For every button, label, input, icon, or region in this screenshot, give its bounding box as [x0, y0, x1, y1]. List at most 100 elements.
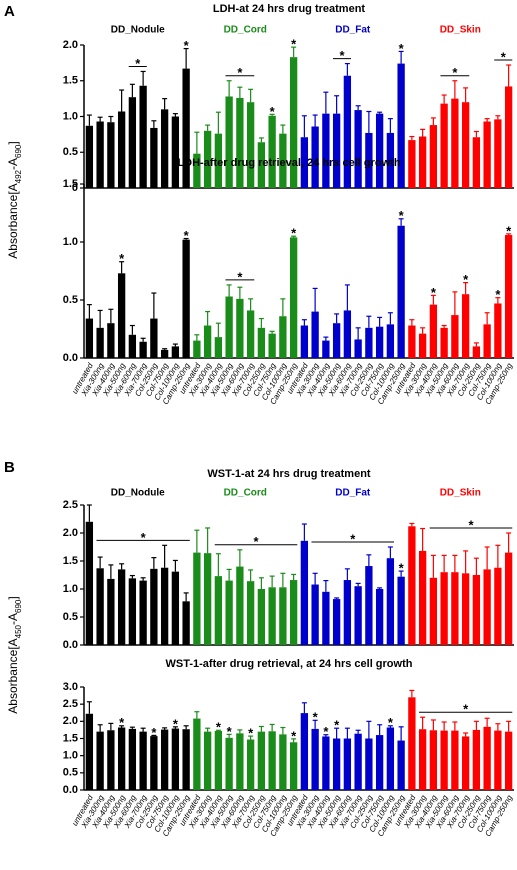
bar — [160, 349, 169, 358]
y-tick-label: 0.5 — [63, 611, 78, 623]
bar — [332, 599, 341, 645]
bar — [354, 339, 362, 358]
bar — [408, 697, 416, 790]
bar — [322, 113, 330, 188]
bar — [193, 718, 201, 790]
bar — [440, 572, 448, 645]
bar — [139, 341, 147, 358]
bar — [139, 580, 147, 645]
bar — [268, 731, 276, 790]
bar — [289, 742, 298, 790]
bar — [96, 731, 104, 790]
bar — [193, 552, 201, 645]
y-tick-label: 1.0 — [63, 236, 78, 248]
bar — [408, 526, 416, 645]
group-label: DD_Nodule — [111, 488, 165, 499]
bar — [429, 304, 438, 358]
bar — [365, 132, 373, 188]
significance-star: * — [468, 517, 474, 532]
y-axis-label-part: 690 — [14, 144, 23, 158]
bar — [408, 140, 416, 188]
bar — [225, 296, 233, 358]
bar — [386, 132, 395, 188]
bar — [107, 730, 115, 790]
bar — [440, 730, 448, 790]
y-axis-label: Absorbance[A492-A690] — [6, 141, 22, 258]
bar — [386, 727, 395, 790]
y-axis-label-part: Absorbance[A — [6, 638, 20, 713]
significance-star: * — [463, 272, 469, 287]
significance-star: * — [506, 223, 512, 238]
bar — [182, 601, 190, 645]
chart-title: WST-1-at 24 hrs drug treatment — [207, 468, 371, 480]
group-label: DD_Cord — [224, 25, 267, 36]
bar — [214, 730, 223, 790]
bar — [322, 591, 330, 645]
bar — [451, 315, 459, 358]
bar — [429, 125, 438, 188]
group-label: DD_Skin — [440, 25, 481, 36]
bar — [117, 111, 126, 188]
bar — [236, 566, 244, 645]
significance-star: * — [184, 38, 190, 53]
bar — [408, 325, 416, 358]
bar — [386, 558, 395, 645]
bar — [354, 586, 362, 645]
significance-star: * — [237, 269, 243, 284]
bar — [483, 324, 491, 358]
significance-star: * — [119, 715, 125, 730]
significance-star: * — [399, 41, 405, 56]
group-label: DD_Cord — [224, 488, 267, 499]
bar — [117, 727, 126, 790]
bar — [300, 713, 309, 790]
bar — [96, 568, 104, 645]
bar — [354, 110, 362, 188]
bar — [461, 736, 470, 790]
y-tick-label: 2.0 — [63, 715, 78, 727]
y-tick-label: 1.5 — [63, 555, 78, 567]
bar — [182, 239, 190, 358]
bar — [225, 580, 233, 645]
bar — [150, 736, 158, 790]
bar — [171, 116, 180, 188]
bar — [268, 333, 276, 358]
bar — [128, 728, 137, 790]
bar — [472, 137, 481, 188]
bar — [171, 571, 180, 645]
significance-star: * — [399, 208, 405, 223]
bar — [343, 310, 352, 358]
bar — [418, 136, 427, 188]
bar — [128, 97, 137, 188]
bar — [451, 572, 459, 645]
bar — [289, 237, 298, 358]
bar — [117, 273, 126, 358]
bar — [504, 235, 513, 358]
y-tick-label: 0.0 — [63, 352, 78, 364]
bar — [214, 133, 223, 188]
bar — [193, 340, 201, 358]
bar — [418, 550, 427, 645]
bar — [461, 573, 470, 645]
y-tick-label: 1.5 — [63, 732, 78, 744]
bar — [386, 324, 395, 358]
bar — [257, 327, 266, 358]
significance-star: * — [270, 104, 276, 119]
bar — [246, 102, 255, 188]
y-axis-label-part: -A — [6, 158, 20, 170]
bar — [375, 326, 384, 358]
bar — [85, 521, 94, 645]
bar — [472, 346, 481, 358]
bar — [322, 736, 330, 790]
bar — [150, 318, 158, 358]
y-tick-label: 1.5 — [63, 75, 78, 87]
bar — [472, 729, 481, 790]
bar — [289, 580, 298, 645]
bar — [257, 142, 266, 188]
bar — [504, 731, 513, 790]
bar — [257, 589, 266, 645]
bar — [279, 133, 287, 188]
bar — [85, 713, 94, 790]
bar — [461, 294, 470, 358]
bar — [300, 325, 309, 358]
